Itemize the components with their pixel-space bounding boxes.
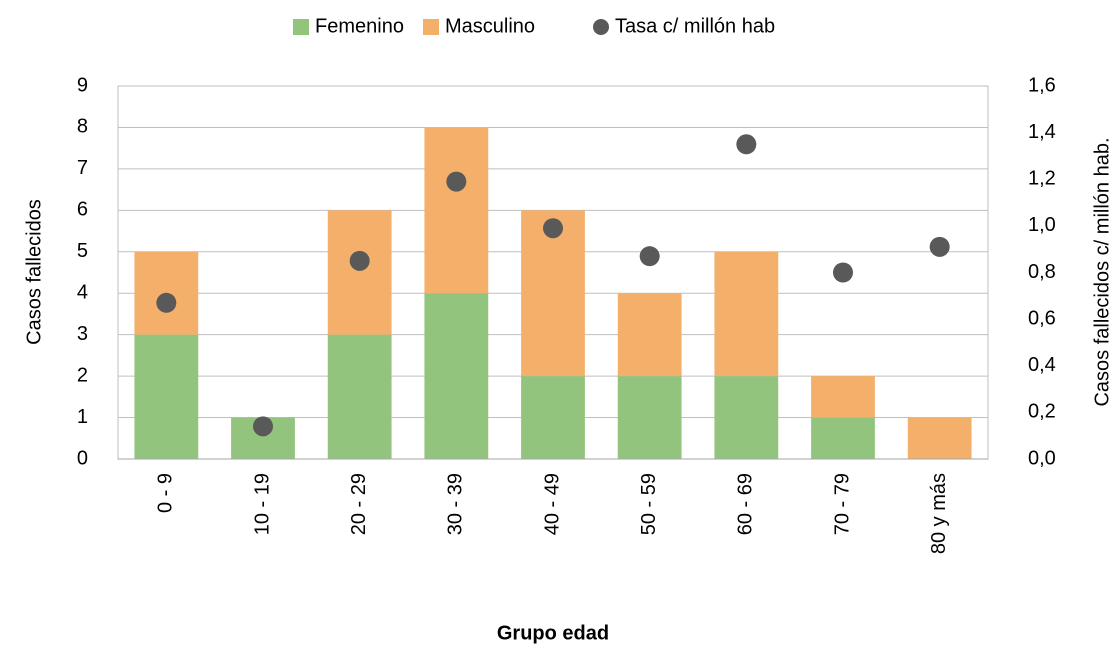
bar: [907, 417, 972, 459]
y2-tick-label: 0,8: [1028, 261, 1056, 283]
y-tick-label: 2: [77, 364, 88, 386]
y2-tick-label: 1,0: [1028, 214, 1056, 236]
bar: [617, 376, 682, 459]
rate-point: [736, 134, 757, 155]
legend-marker: [593, 19, 609, 35]
bar: [134, 334, 199, 459]
bar: [424, 127, 489, 294]
y-tick-label: 3: [77, 323, 88, 345]
rate-point: [639, 246, 660, 267]
legend-label: Tasa c/ millón hab: [615, 15, 775, 37]
y-axis-title: Casos fallecidos: [23, 199, 45, 345]
rate-point: [349, 250, 370, 271]
x-tick-label: 20 - 29: [348, 473, 370, 535]
bar: [617, 293, 682, 377]
y-tick-label: 5: [77, 240, 88, 262]
y-tick-label: 4: [77, 282, 88, 304]
bar: [811, 376, 875, 418]
x-axis-title: Grupo edad: [497, 622, 609, 644]
y-tick-label: 0: [77, 447, 88, 469]
legend-marker: [423, 19, 439, 35]
legend-label: Femenino: [315, 15, 404, 37]
legend-marker: [293, 19, 309, 35]
y-tick-label: 9: [77, 74, 88, 96]
y-tick-label: 8: [77, 116, 88, 138]
bar: [714, 251, 779, 377]
rate-point: [929, 236, 950, 257]
rate-point: [156, 292, 177, 313]
bar: [327, 334, 392, 459]
x-tick-label: 60 - 69: [735, 473, 757, 535]
y2-tick-label: 1,6: [1028, 74, 1056, 96]
legend-label: Masculino: [445, 15, 535, 37]
y2-axis-title: Casos fallecidos c/ millón hab.: [1091, 137, 1113, 406]
rate-point: [446, 171, 467, 192]
bar: [811, 417, 875, 459]
y-tick-label: 1: [77, 406, 88, 428]
y2-tick-label: 0,2: [1028, 401, 1056, 423]
x-tick-label: 40 - 49: [541, 473, 563, 535]
y2-tick-label: 1,2: [1028, 168, 1056, 190]
x-tick-label: 70 - 79: [831, 473, 853, 535]
bar: [327, 210, 392, 335]
x-tick-label: 50 - 59: [638, 473, 660, 535]
y-tick-label: 6: [77, 199, 88, 221]
bar: [714, 376, 779, 459]
x-tick-label: 10 - 19: [251, 473, 273, 535]
y2-tick-label: 0,0: [1028, 447, 1056, 469]
y2-tick-label: 0,6: [1028, 307, 1056, 329]
rate-point: [253, 416, 273, 437]
x-tick-label: 0 - 9: [155, 473, 177, 513]
rate-point: [543, 218, 563, 239]
y-tick-label: 7: [77, 157, 88, 179]
x-tick-label: 30 - 39: [445, 473, 467, 535]
bar: [521, 376, 585, 459]
bar: [424, 293, 489, 459]
y2-tick-label: 0,4: [1028, 354, 1056, 376]
y2-tick-label: 1,4: [1028, 121, 1056, 143]
x-tick-label: 80 y más: [928, 473, 950, 554]
rate-point: [833, 262, 853, 283]
